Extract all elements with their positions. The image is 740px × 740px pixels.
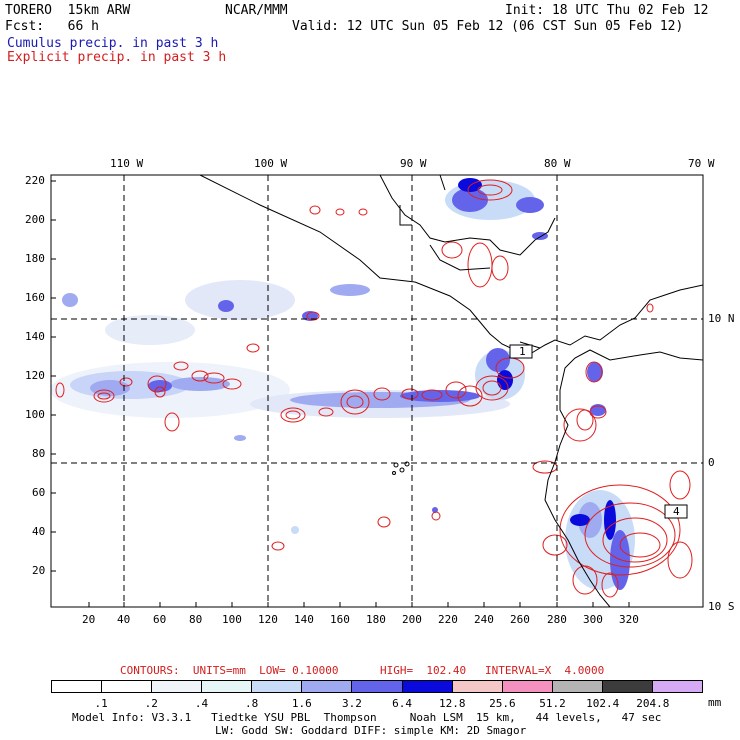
legend-label: 1.6 xyxy=(291,697,312,710)
legend-swatch xyxy=(52,681,103,692)
physics-info-line: LW: Godd SW: Goddard DIFF: simple KM: 2D… xyxy=(215,724,527,737)
x-tick: 260 xyxy=(510,613,530,626)
explicit-precip-contours xyxy=(55,179,693,598)
legend-label: 102.4 xyxy=(586,697,620,710)
legend-swatch xyxy=(102,681,153,692)
map-value-label-2: 4 xyxy=(673,505,680,518)
x-tick: 60 xyxy=(153,613,167,626)
legend-swatch xyxy=(302,681,353,692)
cumulus-precip-shading xyxy=(51,178,635,590)
lon-label-100w: 100 W xyxy=(254,157,288,170)
x-tick: 200 xyxy=(402,613,422,626)
y-tick: 60 xyxy=(32,486,46,499)
lon-label-80w: 80 W xyxy=(544,157,571,170)
x-tick: 140 xyxy=(294,613,314,626)
legend-label: 12.8 xyxy=(438,697,466,710)
legend-label: 25.6 xyxy=(489,697,516,710)
y-tick: 140 xyxy=(25,330,45,343)
legend-swatch xyxy=(652,681,703,692)
x-tick: 220 xyxy=(438,613,458,626)
contour-interval-info: INTERVAL=X 4.0000 xyxy=(485,664,605,677)
legend-swatch xyxy=(352,681,403,692)
valid-time: Valid: 12 UTC Sun 05 Feb 12 (06 CST Sun … xyxy=(292,19,684,34)
contour-high-info: HIGH= 102.40 xyxy=(380,664,467,677)
lat-lon-grid xyxy=(51,175,703,607)
y-tick: 180 xyxy=(25,252,45,265)
lat-label-0: 0 xyxy=(708,456,715,469)
x-tick: 180 xyxy=(366,613,386,626)
init-time: Init: 18 UTC Thu 02 Feb 12 xyxy=(505,3,709,18)
legend-label: .8 xyxy=(244,697,259,710)
legend-swatch xyxy=(502,681,553,692)
legend-swatch xyxy=(202,681,253,692)
precip-color-legend xyxy=(51,680,703,693)
legend-label: 51.2 xyxy=(539,697,566,710)
legend-swatch xyxy=(252,681,303,692)
x-tick: 320 xyxy=(619,613,639,626)
x-tick: 160 xyxy=(330,613,350,626)
x-tick: 300 xyxy=(583,613,603,626)
y-tick: 220 xyxy=(25,174,45,187)
y-tick: 100 xyxy=(25,408,45,421)
x-tick: 280 xyxy=(547,613,567,626)
x-tick: 240 xyxy=(474,613,494,626)
legend-label: .4 xyxy=(194,697,209,710)
y-tick: 20 xyxy=(32,564,46,577)
legend-swatch xyxy=(602,681,653,692)
legend-unit: mm xyxy=(708,696,722,709)
lon-label-90w: 90 W xyxy=(400,157,427,170)
forecast-hour: Fcst: 66 h xyxy=(5,19,99,34)
legend-label: .1 xyxy=(94,697,108,710)
map-value-label-1: 1 xyxy=(519,345,526,358)
legend-swatch xyxy=(552,681,603,692)
lat-label-10s: 10 S xyxy=(708,600,735,613)
x-tick: 100 xyxy=(222,613,242,626)
y-tick: 160 xyxy=(25,291,45,304)
x-tick: 20 xyxy=(82,613,96,626)
lat-label-10n: 10 N xyxy=(708,312,735,325)
lon-label-70w: 70 W xyxy=(688,157,715,170)
x-tick: 40 xyxy=(117,613,131,626)
legend-label: 3.2 xyxy=(341,697,362,710)
legend-swatch xyxy=(452,681,503,692)
axis-ticks xyxy=(51,180,630,607)
legend-label: 204.8 xyxy=(636,697,670,710)
contour-units-info: CONTOURS: UNITS=mm LOW= 0.10000 xyxy=(120,664,339,677)
y-tick: 40 xyxy=(32,525,46,538)
legend-label: .2 xyxy=(144,697,158,710)
y-tick: 80 xyxy=(32,447,46,460)
legend-label: 6.4 xyxy=(392,697,412,710)
explicit-legend-title: Explicit precip. in past 3 h xyxy=(7,50,227,65)
legend-swatch xyxy=(152,681,203,692)
lon-label-110w: 110 W xyxy=(110,157,144,170)
y-tick: 200 xyxy=(25,213,45,226)
model-title: TORERO 15km ARW xyxy=(5,3,131,18)
cumulus-legend-title: Cumulus precip. in past 3 h xyxy=(7,36,219,51)
model-info-line: Model Info: V3.3.1 Tiedtke YSU PBL Thomp… xyxy=(72,711,662,724)
legend-swatch xyxy=(402,681,453,692)
x-tick: 80 xyxy=(189,613,203,626)
org-label: NCAR/MMM xyxy=(225,3,288,18)
x-tick: 120 xyxy=(258,613,278,626)
y-tick: 120 xyxy=(25,369,45,382)
